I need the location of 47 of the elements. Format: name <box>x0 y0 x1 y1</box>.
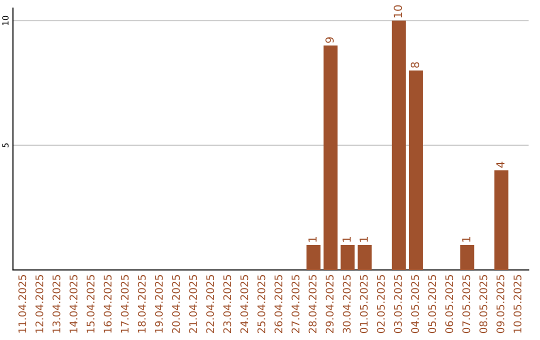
x-tick-label: 01.05.2025 <box>360 275 368 334</box>
data-label: 1 <box>342 236 351 242</box>
x-tick-label: 10.05.2025 <box>514 275 522 333</box>
x-tick-label: 02.05.2025 <box>376 275 385 334</box>
x-tick-label: 09.05.2025 <box>496 275 504 334</box>
x-tick-label: 14.04.2025 <box>70 275 78 333</box>
data-label: 1 <box>308 236 317 242</box>
bar <box>340 245 355 270</box>
x-tick-label: 21.04.2025 <box>189 275 197 334</box>
data-label: 8 <box>410 62 420 68</box>
data-label: 1 <box>462 236 470 242</box>
x-tick-label: 13.04.2025 <box>52 275 60 333</box>
bar <box>494 170 508 270</box>
data-label: 1 <box>360 236 368 242</box>
x-tick-label: 20.04.2025 <box>172 275 180 334</box>
x-tick-label: 30.04.2025 <box>342 275 351 333</box>
x-tick-label: 18.04.2025 <box>138 275 146 333</box>
x-tick-label: 26.04.2025 <box>274 275 282 334</box>
x-tick-label: 05.05.2025 <box>428 275 436 334</box>
x-tick-label: 03.05.2025 <box>394 275 402 334</box>
x-tick-label: 11.04.2025 <box>18 275 26 333</box>
x-tick-label: 15.04.2025 <box>86 275 95 333</box>
x-tick-label: 07.05.2025 <box>462 275 470 334</box>
bar <box>358 245 372 270</box>
bar <box>460 245 474 270</box>
data-label: 4 <box>496 162 504 168</box>
x-tick-label: 28.04.2025 <box>308 275 317 334</box>
data-label: 10 <box>394 5 402 18</box>
data-label: 9 <box>325 37 334 43</box>
x-tick-label: 24.04.2025 <box>240 275 248 334</box>
x-tick-label: 06.05.2025 <box>445 275 454 334</box>
bar <box>324 46 338 270</box>
y-tick-label: 5 <box>2 143 9 148</box>
bar <box>392 20 406 270</box>
x-tick-label: 12.04.2025 <box>35 275 44 333</box>
x-tick-label: 25.04.2025 <box>257 275 266 334</box>
x-tick-label: 04.05.2025 <box>411 275 419 334</box>
x-tick-label: 17.04.2025 <box>120 275 129 333</box>
x-tick-label: 19.04.2025 <box>154 275 163 333</box>
x-tick-label: 22.04.2025 <box>206 275 214 334</box>
bar <box>306 245 320 270</box>
x-tick-label: 27.04.2025 <box>292 275 300 334</box>
x-tick-label: 23.04.2025 <box>223 275 232 334</box>
x-tick-label: 29.04.2025 <box>326 275 334 334</box>
bar <box>408 70 423 270</box>
x-tick-label: 08.05.2025 <box>479 275 488 334</box>
x-tick-label: 16.04.2025 <box>104 275 112 333</box>
